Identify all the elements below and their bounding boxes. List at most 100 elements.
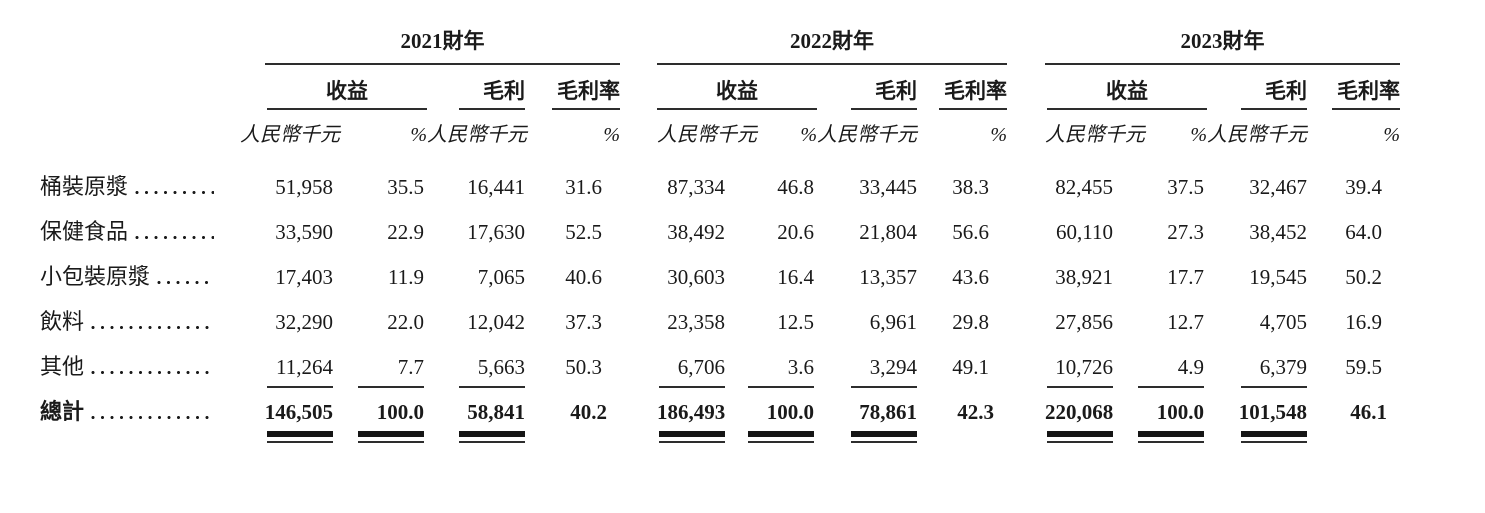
percent-unit-header: % xyxy=(990,124,1007,146)
gross-profit-value: 3,294 xyxy=(817,333,917,388)
revenue-value: 17,403 xyxy=(240,243,333,288)
row-label: 總計 xyxy=(40,388,240,443)
dot-leader xyxy=(91,415,214,420)
sum-rule xyxy=(1047,386,1113,388)
revenue-value: 51,958 xyxy=(240,150,333,198)
revenue-pct-text: 7.7 xyxy=(397,355,424,379)
revenue-spanner: 收益 xyxy=(657,65,817,110)
gross-margin-pct-text: 39.4 xyxy=(1345,175,1382,199)
revenue-pct: 22.9 xyxy=(333,198,427,243)
group-gap xyxy=(1007,243,1045,288)
gross-profit-value-text: 7,065 xyxy=(477,265,525,289)
revenue-value: 6,706 xyxy=(657,333,725,388)
label-column-spacer xyxy=(40,65,240,110)
gross-margin-pct-text: 38.3 xyxy=(952,175,989,199)
sum-rule xyxy=(851,386,917,388)
gross-margin-pct: 64.0 xyxy=(1307,198,1400,243)
revenue-value-text: 220,068 xyxy=(1045,400,1114,424)
revenue-value: 60,110 xyxy=(1045,198,1113,243)
gross-margin-pct: 40.2 xyxy=(525,388,620,443)
revenue-value: 30,603 xyxy=(657,243,725,288)
group-gap xyxy=(620,150,657,198)
group-gap xyxy=(1007,388,1045,443)
group-gap xyxy=(1007,288,1045,333)
gross-margin-pct-text: 37.3 xyxy=(565,310,602,334)
revenue-pct: 46.8 xyxy=(725,150,817,198)
gross-margin-pct-text: 50.3 xyxy=(565,355,602,379)
gross-margin-pct: 50.2 xyxy=(1307,243,1400,288)
table-row: 保健食品 33,590 22.9 17,630 52.5 38,492 20.6 21,804… xyxy=(40,198,1400,244)
segment-name: 保健食品 xyxy=(40,219,129,244)
revenue-value-text: 27,856 xyxy=(1055,310,1113,334)
year-label: 2021財年 xyxy=(265,30,620,65)
revenue-pct: 37.5 xyxy=(1113,150,1207,198)
gross-profit-value: 6,961 xyxy=(817,288,917,333)
gross-margin-pct-text: 40.2 xyxy=(570,400,607,424)
revenue-spanner: 收益 xyxy=(267,65,427,110)
label-column-spacer xyxy=(40,110,240,150)
gross-margin-pct-text: 64.0 xyxy=(1345,220,1382,244)
sum-rule xyxy=(358,386,424,388)
gross-profit-value: 32,467 xyxy=(1207,150,1307,198)
group-gap xyxy=(620,198,657,243)
revenue-pct-text: 4.9 xyxy=(1177,355,1204,379)
gross-profit-value: 19,545 xyxy=(1207,243,1307,288)
revenue-value-text: 17,403 xyxy=(275,265,333,289)
gross-margin-pct: 16.9 xyxy=(1307,288,1400,333)
group-gap xyxy=(1007,30,1045,65)
gross-margin-pct: 43.6 xyxy=(917,243,1007,288)
revenue-pct: 100.0 xyxy=(333,388,427,443)
revenue-value-text: 38,492 xyxy=(667,220,725,244)
gross-margin-pct: 40.6 xyxy=(525,243,620,288)
sum-rule xyxy=(748,386,814,388)
gross-margin-pct-text: 43.6 xyxy=(952,265,989,289)
revenue-value: 33,590 xyxy=(240,198,333,243)
gross-profit-value-text: 4,705 xyxy=(1259,310,1307,334)
revenue-pct-text: 22.9 xyxy=(387,220,424,244)
gross-margin-pct: 31.6 xyxy=(525,150,620,198)
gross-margin-pct-text: 40.6 xyxy=(565,265,602,289)
gross-profit-value: 6,379 xyxy=(1207,333,1307,388)
revenue-value-text: 186,493 xyxy=(657,400,726,424)
group-gap xyxy=(1007,65,1045,110)
gross-profit-value: 33,445 xyxy=(817,150,917,198)
revenue-value: 146,505 xyxy=(240,388,333,443)
year-header-row: 2021財年 2022財年 2023財年 xyxy=(40,30,1400,65)
group-gap xyxy=(1007,110,1045,150)
revenue-value-text: 82,455 xyxy=(1055,175,1113,199)
sum-rule xyxy=(1241,386,1307,388)
group-gap xyxy=(620,288,657,333)
dot-leader xyxy=(157,280,214,285)
gross-margin-pct-text: 31.6 xyxy=(565,175,602,199)
gross-margin-pct-text: 56.6 xyxy=(952,220,989,244)
revenue-value-text: 32,290 xyxy=(275,310,333,334)
gross-margin-pct: 49.1 xyxy=(917,333,1007,388)
row-label: 小包裝原漿 xyxy=(40,243,240,288)
gross-profit-value-text: 6,961 xyxy=(869,310,917,334)
group-gap xyxy=(620,388,657,443)
rmb-unit-header: 人民幣千元 xyxy=(1207,124,1307,146)
gross-margin-pct: 29.8 xyxy=(917,288,1007,333)
gross-profit-value-text: 38,452 xyxy=(1249,220,1307,244)
rmb-unit-header: 人民幣千元 xyxy=(817,124,917,146)
double-total-rule xyxy=(358,431,424,443)
gross-margin-pct: 56.6 xyxy=(917,198,1007,243)
revenue-spanner: 收益 xyxy=(1047,65,1207,110)
revenue-pct: 11.9 xyxy=(333,243,427,288)
segment-revenue-gross-profit-table: 2021財年 2022財年 2023財年 收益 毛利 毛利率 收益 毛利 xyxy=(40,30,1400,443)
gross-margin-pct-text: 50.2 xyxy=(1345,265,1382,289)
year-group-2022-header: 2022財年 xyxy=(657,30,1007,65)
double-total-rule xyxy=(459,431,525,443)
revenue-value-text: 146,505 xyxy=(264,400,333,424)
revenue-pct-text: 27.3 xyxy=(1167,220,1204,244)
revenue-value: 82,455 xyxy=(1045,150,1113,198)
double-total-rule xyxy=(851,431,917,443)
gross-margin-pct: 59.5 xyxy=(1307,333,1400,388)
gross-profit-value: 13,357 xyxy=(817,243,917,288)
gross-profit-value-text: 19,545 xyxy=(1249,265,1307,289)
gross-profit-value: 17,630 xyxy=(427,198,525,243)
revenue-pct: 16.4 xyxy=(725,243,817,288)
group-gap xyxy=(620,65,657,110)
gross-profit-value-text: 13,357 xyxy=(859,265,917,289)
table-row: 飲料 32,290 22.0 12,042 37.3 23,358 12.5 6,961 29.… xyxy=(40,288,1400,334)
